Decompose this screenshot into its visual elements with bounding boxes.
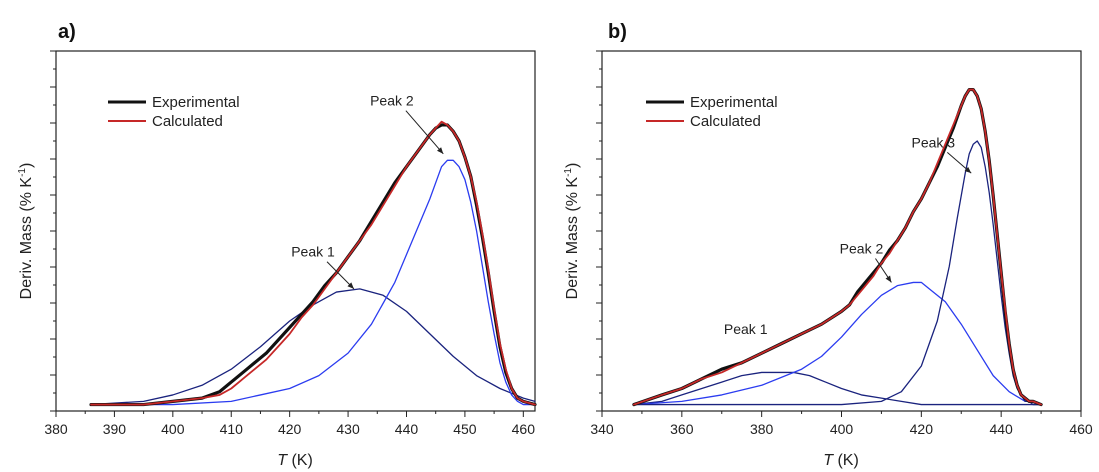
x-tick-label-a-440: 440 bbox=[395, 421, 419, 437]
y-axis-title-a: Deriv. Mass (% K-1) bbox=[17, 163, 35, 300]
series-line-a-calculated bbox=[90, 120, 536, 406]
x-tick-label-b-460: 460 bbox=[1069, 421, 1093, 437]
annotation-arrowhead-b-peak-2 bbox=[885, 275, 892, 283]
x-tick-label-b-360: 360 bbox=[670, 421, 694, 437]
annotation-a-peak-1: Peak 1 bbox=[291, 244, 335, 260]
plot-frame-b bbox=[601, 50, 1082, 412]
annotation-arrowhead-a-peak-1 bbox=[347, 282, 354, 289]
panel-label-a: a) bbox=[58, 21, 76, 43]
x-axis-title-var-a: T bbox=[277, 452, 288, 469]
x-tick-label-a-460: 460 bbox=[512, 421, 536, 437]
annotation-arrow-a-peak-2 bbox=[405, 110, 444, 155]
chart-panel-a: a) 380 390 400 410 420 430 440 450 460 Deriv. Ma… bbox=[17, 21, 537, 469]
x-tick-label-b-380: 380 bbox=[750, 421, 774, 437]
panel-label-b: b) bbox=[608, 21, 627, 43]
legend-label-calculated-a: Calculated bbox=[152, 113, 223, 130]
series-line-b-peak-3 bbox=[633, 140, 1042, 406]
x-axis-title-unit-b: (K) bbox=[833, 452, 859, 469]
x-tick-label-b-340: 340 bbox=[590, 421, 614, 437]
legend-label-calculated-b: Calculated bbox=[690, 113, 761, 130]
legend-label-experimental-b: Experimental bbox=[690, 94, 778, 111]
series-line-b-peak-1 bbox=[633, 371, 1042, 406]
series-line-a-peak-1 bbox=[90, 288, 536, 406]
y-axis-b bbox=[596, 50, 602, 412]
series-group-a bbox=[89, 120, 537, 407]
y-axis-title-sup-a: -1 bbox=[17, 168, 28, 177]
x-tick-label-a-410: 410 bbox=[220, 421, 244, 437]
y-axis-title-sup-b: -1 bbox=[563, 168, 574, 177]
chart-panel-b: b) 340 360 380 400 420 440 460 Deriv. Mass (% … bbox=[563, 21, 1093, 469]
annotations-b: Peak 1 Peak 2 Peak 3 bbox=[724, 134, 972, 337]
annotation-a-peak-2: Peak 2 bbox=[370, 93, 414, 109]
annotation-arrowhead-a-peak-2 bbox=[437, 147, 444, 154]
series-line-b-experimental bbox=[632, 87, 1043, 407]
y-axis-a bbox=[50, 50, 56, 412]
x-tick-label-b-400: 400 bbox=[830, 421, 854, 437]
annotations-a: Peak 1 Peak 2 bbox=[291, 93, 444, 290]
series-line-b-calculated bbox=[633, 88, 1042, 406]
x-tick-label-a-400: 400 bbox=[161, 421, 185, 437]
x-tick-label-a-390: 390 bbox=[103, 421, 127, 437]
y-axis-title-close-a: ) bbox=[18, 163, 35, 168]
x-tick-label-a-430: 430 bbox=[336, 421, 360, 437]
series-line-b-peak-2 bbox=[633, 281, 1042, 406]
y-axis-title-main-a: Deriv. Mass (% K bbox=[18, 177, 35, 300]
x-tick-label-b-440: 440 bbox=[989, 421, 1013, 437]
annotation-b-peak-2: Peak 2 bbox=[840, 241, 884, 257]
x-tick-label-a-380: 380 bbox=[44, 421, 68, 437]
x-axis-title-unit-a: (K) bbox=[287, 452, 313, 469]
y-axis-title-close-b: ) bbox=[564, 163, 581, 168]
x-axis-a: 380 390 400 410 420 430 440 450 460 bbox=[44, 411, 535, 437]
x-tick-label-a-420: 420 bbox=[278, 421, 302, 437]
legend-a: Experimental Calculated bbox=[108, 94, 240, 130]
x-axis-title-a: T (K) bbox=[277, 452, 313, 469]
annotation-b-peak-3: Peak 3 bbox=[912, 134, 956, 150]
plot-frame-a bbox=[55, 50, 536, 412]
x-axis-title-b: T (K) bbox=[823, 452, 859, 469]
y-axis-title-b: Deriv. Mass (% K-1) bbox=[563, 163, 581, 300]
x-tick-label-b-420: 420 bbox=[910, 421, 934, 437]
x-axis-title-var-b: T bbox=[823, 452, 834, 469]
annotation-arrowhead-b-peak-3 bbox=[964, 166, 972, 174]
y-axis-title-main-b: Deriv. Mass (% K bbox=[564, 177, 581, 300]
annotation-b-peak-1: Peak 1 bbox=[724, 321, 768, 337]
x-tick-label-a-450: 450 bbox=[453, 421, 477, 437]
legend-label-experimental-a: Experimental bbox=[152, 94, 240, 111]
legend-b: Experimental Calculated bbox=[646, 94, 778, 130]
x-axis-b: 340 360 380 400 420 440 460 bbox=[590, 411, 1093, 437]
series-line-a-peak-2 bbox=[90, 159, 536, 406]
series-group-b bbox=[632, 87, 1043, 407]
